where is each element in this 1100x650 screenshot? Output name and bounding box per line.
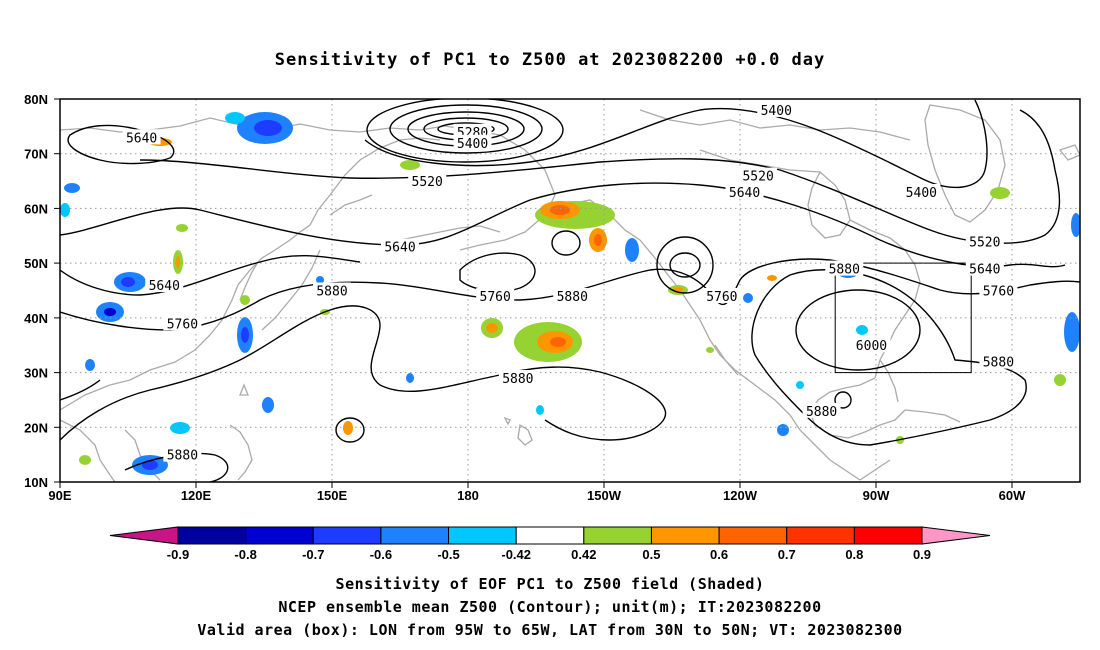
contour-label-bg [163, 315, 202, 331]
contour-label: 5640 [969, 263, 1000, 278]
contour-label-bg [965, 260, 1004, 276]
contour-label-bg [825, 260, 864, 276]
contour-label-bg [902, 184, 941, 200]
contour-label-bg [757, 101, 796, 117]
lon-label-180: 180 [457, 488, 479, 503]
colorbar-segment [380, 526, 450, 545]
contour-label-bg [852, 337, 891, 353]
contour-label: 5400 [761, 104, 792, 119]
colorbar-segment [650, 526, 720, 545]
contour-label-bg [476, 287, 515, 303]
contour-label-bg [381, 238, 419, 254]
contour-label: 5760 [480, 290, 511, 305]
colorbar-label: 0.7 [778, 547, 796, 562]
lon-label-120e: 120E [181, 488, 212, 503]
colorbar-label: 0.6 [710, 547, 728, 562]
colorbar-segment [786, 526, 855, 545]
contour-label-bg [979, 353, 1018, 369]
colorbar-label: 0.5 [642, 547, 660, 562]
lon-label-90e: 90E [48, 488, 71, 503]
contour-label: 5640 [126, 131, 157, 146]
contour-label: 5760 [706, 290, 737, 305]
lat-label-40n: 40N [24, 311, 48, 326]
tick-marks [54, 98, 1013, 488]
contour-label-bg [702, 287, 741, 303]
contour-label-bg [979, 282, 1018, 298]
contour-label: 5880 [557, 290, 588, 305]
colorbar-label: 0.9 [913, 547, 931, 562]
contour-label-bg [802, 402, 841, 418]
contour-label: 5640 [149, 279, 180, 294]
colorbar-label: -0.5 [437, 547, 459, 562]
colorbar-label: -0.6 [370, 547, 392, 562]
contour-label-bg [965, 233, 1004, 249]
map-title: Sensitivity of PC1 to Z500 at 2023082200… [274, 50, 826, 70]
map-frame [59, 98, 1081, 483]
caption-shading: Sensitivity of EOF PC1 to Z500 field (Sh… [335, 575, 765, 593]
colorbar-segment [312, 526, 382, 545]
colorbar-label: 0.8 [845, 547, 863, 562]
contour-label: 5760 [167, 317, 198, 332]
lat-label-20n: 20N [24, 420, 48, 435]
contour-label: 5400 [457, 137, 488, 152]
lon-label-90w: 90W [863, 488, 890, 503]
colorbar-segment [853, 526, 923, 545]
contour-label: 5880 [316, 285, 347, 300]
contour-label: 5520 [969, 235, 1000, 250]
colorbar-label: 0.42 [571, 547, 596, 562]
lon-label-150e: 150E [317, 488, 348, 503]
contour-label-bg [739, 167, 778, 183]
colorbar-labels: -0.9 -0.8 -0.7 -0.6 -0.5 -0.42 0.42 0.5 0.6 0.7 0.… [167, 547, 931, 562]
contour-label: 5880 [167, 449, 198, 464]
colorbar-segment [448, 526, 517, 545]
lon-label-120w: 120W [723, 488, 758, 503]
lat-label-10n: 10N [24, 475, 48, 490]
contour-label-bg [145, 277, 184, 293]
colorbar-label: -0.8 [234, 547, 256, 562]
colorbar-label: -0.9 [167, 547, 189, 562]
contour-label: 6000 [856, 339, 887, 354]
contour-label-bg [408, 173, 447, 189]
colorbar-label: -0.42 [501, 547, 531, 562]
contour-label: 5640 [384, 241, 415, 256]
contour-label-bg [725, 184, 764, 200]
colorbar-high-extension [921, 526, 991, 545]
valid-area-box [834, 262, 972, 374]
colorbar-segment [245, 526, 314, 545]
colorbar-segment [515, 526, 585, 545]
contour-label-bg [453, 134, 492, 150]
lon-label-150w: 150W [587, 488, 622, 503]
contour-label-bg [122, 129, 161, 145]
contour-label: 5640 [729, 186, 760, 201]
contour-label: 5400 [906, 186, 937, 201]
colorbar-segment [583, 526, 652, 545]
lat-label-50n: 50N [24, 256, 48, 271]
lat-label-80n: 80N [24, 92, 48, 107]
contour-label: 5880 [983, 356, 1014, 371]
contour-label-bg [313, 282, 351, 298]
z500-contours [60, 99, 1080, 482]
colorbar-low-extension [109, 526, 179, 545]
contour-label-bg [163, 446, 202, 462]
colorbar-segment [718, 526, 788, 545]
contour-label: 5760 [983, 285, 1014, 300]
lat-label-60n: 60N [24, 201, 48, 216]
contour-label: 5880 [806, 405, 837, 420]
lon-label-60w: 60W [999, 488, 1026, 503]
contour-label-bg [498, 370, 537, 386]
contour-label: 5520 [412, 175, 443, 190]
caption-valid-area: Valid area (box): LON from 95W to 65W, L… [197, 621, 903, 639]
colorbar-label: -0.7 [302, 547, 324, 562]
contour-label-bg [553, 287, 592, 303]
lat-label-30n: 30N [24, 366, 48, 381]
contour-label: 5880 [502, 372, 533, 387]
contour-label: 5520 [742, 170, 773, 185]
colorbar [109, 526, 991, 545]
colorbar-segment [177, 526, 247, 545]
caption-contour: NCEP ensemble mean Z500 (Contour); unit(… [278, 598, 822, 616]
contour-label: 5880 [829, 263, 860, 278]
lat-label-70n: 70N [24, 147, 48, 162]
